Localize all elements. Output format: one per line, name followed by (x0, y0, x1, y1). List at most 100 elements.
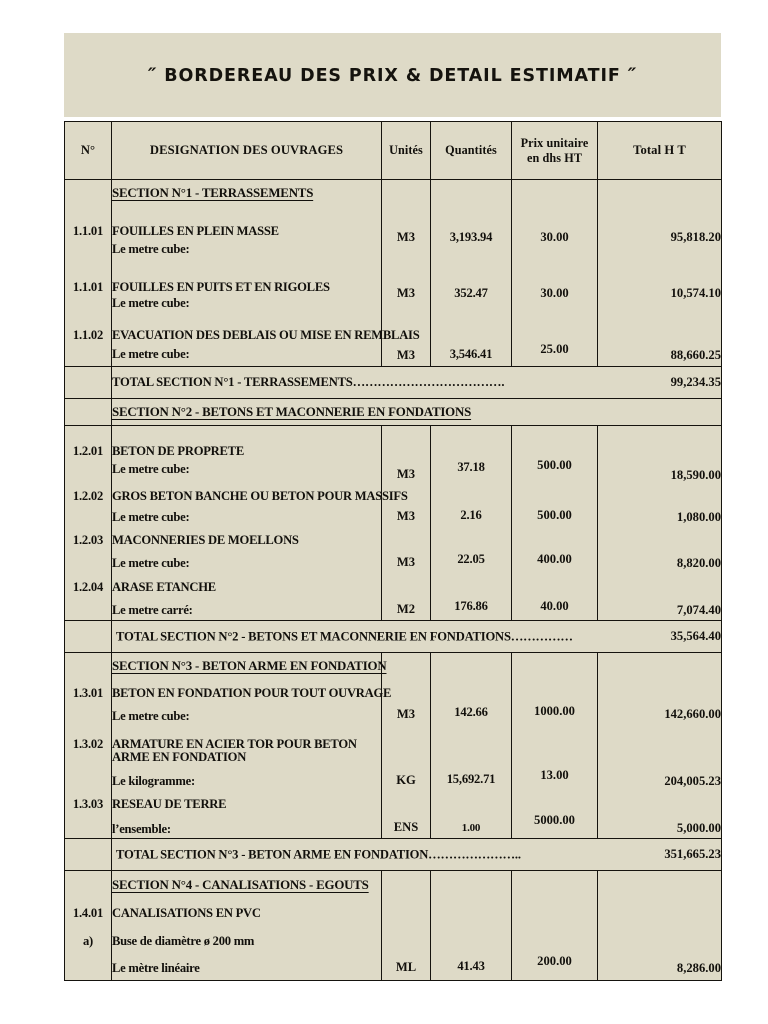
row-num-cell: 1.4.01 (64, 899, 112, 927)
section-unit-spacer (381, 179, 431, 206)
section-total-row: TOTAL SECTION N°2 - BETONS ET MACONNERIE… (64, 620, 722, 653)
table-header-row: N° DESIGNATION DES OUVRAGES Unités Quant… (64, 121, 722, 180)
section-heading-cell: SECTION N°1 - TERRASSEMENTS (111, 179, 382, 206)
section-total-label-cell: TOTAL SECTION N°2 - BETONS ET MACONNERIE… (111, 620, 598, 653)
total-num-spacer (64, 838, 112, 871)
section-total-label: TOTAL SECTION N°2 - BETONS ET MACONNERIE… (116, 629, 573, 643)
row-designation-cell: ARMATURE EN ACIER TOR POUR BETON ARME EN… (111, 726, 382, 792)
section-heading-cell: SECTION N°2 - BETONS ET MACONNERIE EN FO… (111, 398, 722, 426)
row-designation-1: BETON EN FONDATION POUR TOUT OUVRAGE (112, 686, 392, 700)
row-unit-price-cell: 500.00 (511, 484, 598, 526)
table-row: 1.3.01 BETON EN FONDATION POUR TOUT OUVR… (64, 679, 722, 726)
row-unit-cell: M3 (381, 268, 431, 318)
row-num-1: 1.1.01 (72, 224, 104, 238)
table-row: 1.2.01 BETON DE PROPRETE Le metre cube: … (64, 425, 722, 484)
row-quantity-cell: 2.16 (430, 484, 512, 526)
row-subdesignation-2: Le kilogramme: (112, 773, 195, 788)
row-total-cell: 8,286.00 (597, 927, 722, 981)
row-unit-price-cell: 13.00 (511, 726, 598, 792)
section-heading-4: SECTION N°4 - CANALISATIONS - EGOUTS (112, 877, 369, 892)
row-total-cell: 88,660.25 (597, 318, 722, 367)
row-num-cell: 1.2.01 (64, 425, 112, 484)
row-designation-cell: MACONNERIES DE MOELLONS Le metre cube: (111, 526, 382, 573)
row-num-cell: 1.1.01 (64, 206, 112, 268)
section-heading-row: SECTION N°2 - BETONS ET MACONNERIE EN FO… (64, 398, 722, 426)
section-unit-spacer (381, 652, 431, 679)
row-designation-3: EVACUATION DES DEBLAIS OU MISE EN REMBLA… (112, 328, 420, 342)
row-subdesignation-1: Le metre cube: (112, 709, 190, 723)
row-num-1: 1.3.01 (72, 686, 104, 700)
section-total-value: 99,234.35 (597, 366, 722, 399)
row-designation-2: FOUILLES EN PUITS ET EN RIGOLES (112, 280, 330, 294)
row-subdesignation-4: Le metre carré: (112, 603, 193, 617)
row-unit-price-cell: 200.00 (511, 927, 598, 981)
section-qty-spacer (430, 652, 512, 679)
row-subdesignation-2: Le metre cube: (112, 296, 190, 310)
table-header: N° DESIGNATION DES OUVRAGES Unités Quant… (64, 121, 722, 180)
row-unit-cell: M3 (381, 425, 431, 484)
row-unit-price-cell: 30.00 (511, 206, 598, 268)
row-num-cell (64, 398, 112, 426)
row-subdesignation-1: Le metre cube: (112, 462, 190, 476)
row-unit-cell: M3 (381, 526, 431, 573)
section-qty-spacer (430, 870, 512, 899)
section-heading-3: SECTION N°3 - BETON ARME EN FONDATION (112, 658, 387, 673)
row-subdesignation-3: Le metre cube: (112, 556, 190, 570)
row-unit-cell: M2 (381, 573, 431, 621)
section-total-label: TOTAL SECTION N°3 - BETON ARME EN FONDAT… (116, 847, 521, 861)
row-designation-cell: Buse de diamètre ø 200 mm Le mètre linéa… (111, 927, 382, 981)
row-quantity-cell: 22.05 (430, 526, 512, 573)
table-row: 1.2.03 MACONNERIES DE MOELLONS Le metre … (64, 526, 722, 573)
row-quantity-cell: 37.18 (430, 425, 512, 484)
table-row: 1.1.01 FOUILLES EN PUITS ET EN RIGOLES L… (64, 268, 722, 318)
section-block-row: SECTION N°1 - TERRASSEMENTS (64, 179, 722, 206)
row-designation-2-l1: ARMATURE EN ACIER TOR POUR BETON (112, 736, 357, 751)
row-num-3: 1.2.03 (72, 533, 104, 547)
row-designation-cell: RESEAU DE TERRE l’ensemble: (111, 792, 382, 839)
column-header-total: Total H T (597, 121, 722, 180)
total-num-spacer (64, 366, 112, 399)
row-quantity-cell: 3,546.41 (430, 318, 512, 367)
row-designation-cell: BETON EN FONDATION POUR TOUT OUVRAGE Le … (111, 679, 392, 726)
section-total-spacer (597, 870, 722, 899)
row-designation-1: BETON DE PROPRETE (112, 444, 244, 458)
row-designation-2: GROS BETON BANCHE OU BETON POUR MASSIFS (112, 489, 408, 503)
column-header-quantity: Quantités (430, 121, 512, 180)
title-core-text: BORDEREAU DES PRIX & DETAIL ESTIMATIF (164, 66, 621, 86)
row-total-cell: 142,660.00 (597, 679, 722, 726)
row-unit-price-cell: 500.00 (511, 425, 598, 484)
section-total-value: 351,665.23 (597, 838, 722, 871)
row-quantity-cell: 176.86 (430, 573, 512, 621)
row-num-sub-a: a) (82, 934, 94, 948)
row-total-cell: 95,818.20 (597, 206, 722, 268)
row-total-cell (597, 899, 722, 927)
row-num-2: 1.2.02 (72, 489, 104, 503)
section-total-label: TOTAL SECTION N°1 - TERRASSEMENTS…………………… (111, 366, 598, 399)
row-num-cell: 1.1.01 (64, 268, 112, 318)
row-unit-cell: M3 (381, 679, 431, 726)
row-designation-sub-a: Buse de diamètre ø 200 mm (112, 934, 255, 948)
row-total-cell: 10,574.10 (597, 268, 722, 318)
row-designation-3: MACONNERIES DE MOELLONS (112, 533, 299, 547)
row-unit-price-cell: 30.00 (511, 268, 598, 318)
row-designation-cell: EVACUATION DES DEBLAIS OU MISE EN REMBLA… (111, 318, 420, 367)
row-quantity-cell: 3,193.94 (430, 206, 512, 268)
table-row: 1.3.02 ARMATURE EN ACIER TOR POUR BETON … (64, 726, 722, 792)
row-unit-cell: KG (381, 726, 431, 792)
row-total-cell: 18,590.00 (597, 425, 722, 484)
row-num-cell: 1.3.03 (64, 792, 112, 839)
title-close-quote: ″ (627, 64, 638, 86)
row-unit-price-cell (511, 899, 598, 927)
row-num-4: 1.2.04 (72, 580, 104, 594)
unit-price-line-2: en dhs HT (526, 150, 583, 165)
row-designation-cell: FOUILLES EN PUITS ET EN RIGOLES Le metre… (111, 268, 382, 318)
table-row: 1.1.01 FOUILLES EN PLEIN MASSE Le metre … (64, 206, 722, 268)
row-unit-price-cell: 5000.00 (511, 792, 598, 839)
row-designation-1: FOUILLES EN PLEIN MASSE (112, 224, 279, 238)
section-heading-1: SECTION N°1 - TERRASSEMENTS (112, 186, 314, 200)
row-subdesignation-3: l’ensemble: (112, 822, 171, 836)
row-designation-3: RESEAU DE TERRE (112, 797, 227, 811)
row-quantity-cell (430, 899, 512, 927)
page-title: ″ BORDEREAU DES PRIX & DETAIL ESTIMATIF … (148, 64, 637, 86)
